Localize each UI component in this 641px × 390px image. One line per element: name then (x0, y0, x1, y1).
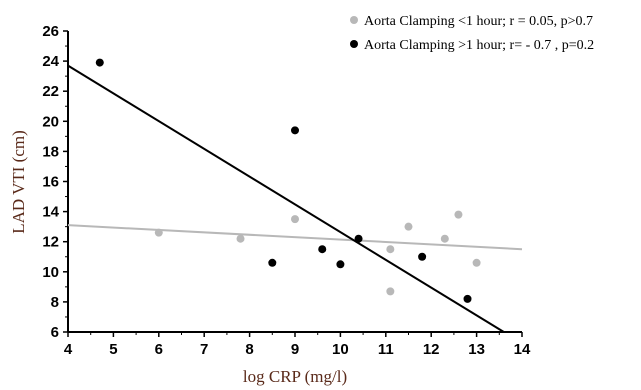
y-tick-label: 10 (42, 264, 59, 281)
y-tick-label: 12 (42, 234, 59, 251)
x-tick-label: 5 (109, 341, 117, 358)
x-tick-label: 7 (200, 341, 208, 358)
y-tick-label: 24 (42, 53, 59, 70)
x-tick-label: 6 (155, 341, 163, 358)
axes: 4 5 6 7 8 9 10 11 12 13 14 6 8 10 12 14 16 18 20 22 24 26 (42, 23, 531, 358)
legend-swatch-lt1h (350, 16, 358, 24)
x-axis-title: log CRP (mg/l) (243, 367, 347, 386)
data-point-lt1h (472, 258, 481, 267)
x-tick-label: 10 (332, 341, 349, 358)
x-tick-label: 12 (423, 341, 440, 358)
legend: Aorta Clamping <1 hour; r = 0.05, p>0.7 … (350, 14, 594, 53)
y-tick-label: 14 (42, 204, 59, 221)
x-tick-label: 11 (378, 341, 394, 358)
y-tick-label: 6 (51, 324, 59, 341)
data-point-lt1h (386, 287, 395, 296)
legend-swatch-gt1h (350, 40, 358, 48)
data-point-lt1h (154, 228, 163, 237)
data-point-lt1h (404, 222, 413, 231)
data-point-gt1h (336, 260, 345, 269)
data-point-gt1h (268, 258, 277, 267)
data-point-lt1h (454, 210, 463, 219)
y-tick-label: 18 (42, 143, 59, 160)
y-tick-label: 26 (42, 23, 59, 40)
trend-line-gt1h (67, 64, 505, 333)
y-tick-label: 20 (42, 113, 59, 130)
y-tick-label: 8 (51, 294, 59, 311)
data-point-lt1h (291, 215, 299, 224)
data-points (95, 58, 481, 303)
x-tick-label: 13 (468, 341, 485, 358)
trend-line-lt1h (67, 224, 523, 251)
data-point-gt1h (418, 252, 427, 261)
data-point-lt1h (440, 234, 449, 243)
data-point-gt1h (95, 58, 104, 67)
data-point-gt1h (463, 294, 472, 303)
x-tick-label: 8 (245, 341, 253, 358)
x-tick-label: 14 (514, 341, 531, 358)
legend-label-lt1h: Aorta Clamping <1 hour; r = 0.05, p>0.7 (364, 14, 593, 29)
x-tick-label: 4 (64, 341, 73, 358)
y-tick-label: 16 (42, 174, 59, 191)
data-point-lt1h (386, 245, 395, 254)
data-point-lt1h (236, 234, 245, 243)
y-tick-label: 22 (42, 83, 59, 100)
data-point-gt1h (318, 245, 327, 254)
x-tick-label: 9 (291, 341, 299, 358)
y-axis-title: LAD VTI (cm) (9, 130, 28, 234)
trend-lines (67, 64, 523, 333)
data-point-gt1h (291, 126, 299, 135)
legend-label-gt1h: Aorta Clamping >1 hour; r= - 0.7 , p=0.2 (364, 38, 594, 53)
data-point-gt1h (354, 234, 363, 243)
